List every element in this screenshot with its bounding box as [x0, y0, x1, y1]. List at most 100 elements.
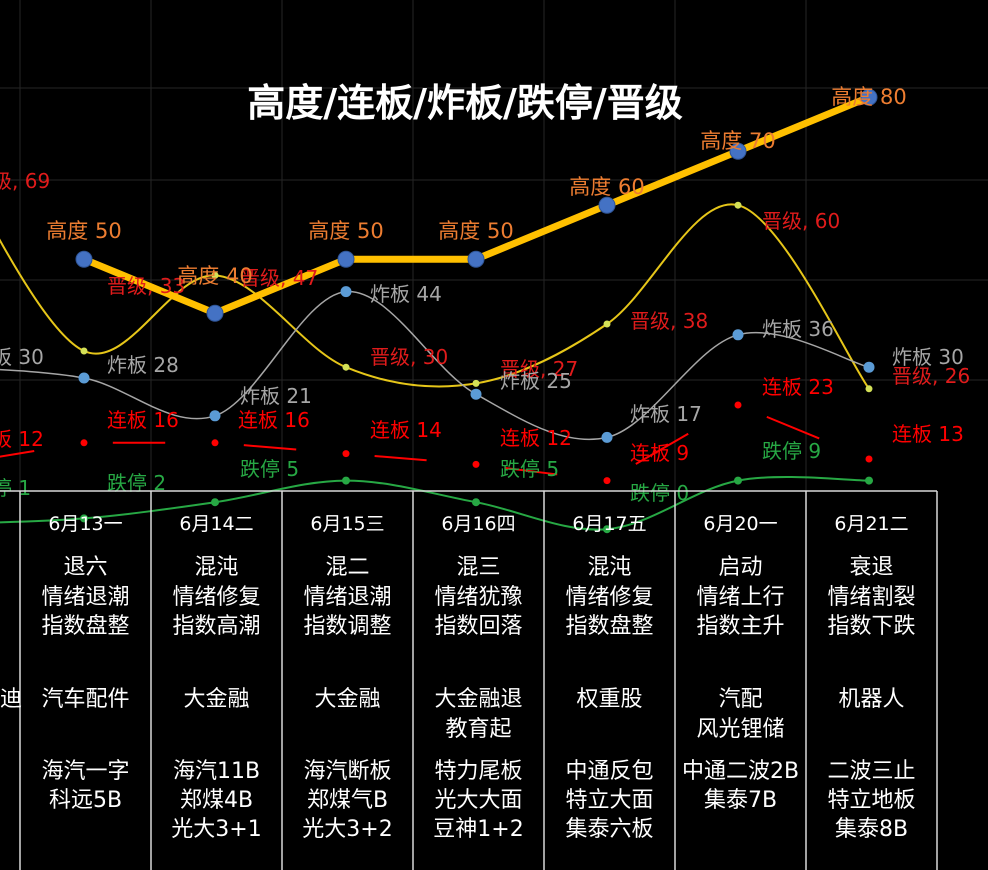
marker-promote: [865, 385, 873, 393]
table-cell-index: 指数盘整: [565, 614, 653, 639]
table-cell-stocks: 豆神1+2: [433, 817, 523, 842]
marker-limitdown: [472, 498, 480, 507]
marker-board: [80, 439, 88, 447]
table-cell-sector: 权重股: [576, 687, 642, 712]
data-label-limitdown: 跌停 9: [762, 439, 821, 463]
table-cell-stocks: 中通二波2B: [682, 759, 799, 784]
data-label-board: 连板 23: [762, 375, 834, 399]
data-label-board: 连板 12: [0, 427, 44, 451]
marker-height: [337, 250, 355, 268]
data-label-promote: 晋级, 27: [500, 357, 578, 381]
data-label-board: 连板 13: [892, 422, 964, 446]
data-label-bomb: 炸板 17: [630, 402, 702, 426]
marker-board: [734, 401, 742, 409]
table-cell-sector: 大金融: [183, 687, 249, 712]
data-label-bomb: 炸板 25: [500, 369, 572, 393]
table-cell-date: 6月17五: [572, 513, 646, 535]
data-label-board: 连板 14: [370, 418, 442, 442]
table-cell-mood: 情绪修复: [565, 585, 653, 610]
data-label-promote: 晋级, 26: [892, 364, 970, 388]
data-label-height: 高度 50: [438, 219, 513, 243]
series-line-board: [635, 432, 689, 465]
data-label-bomb: 炸板 30: [0, 345, 44, 369]
marker-bomb: [863, 361, 875, 373]
table-cell-index: 指数下跌: [827, 614, 915, 639]
table-cell-stocks: 特立大面: [565, 788, 653, 813]
table-cell-sector: 大金融: [314, 687, 380, 712]
marker-limitdown: [342, 476, 350, 485]
table-cell-phase: 衰退: [849, 555, 893, 580]
marker-height: [598, 196, 616, 214]
table-cell-date: 6月15三: [310, 513, 384, 535]
marker-promote: [734, 201, 742, 209]
table-cell-date: 6月20一: [703, 513, 777, 535]
marker-board: [865, 455, 873, 463]
table-cell-phase: 混三: [456, 555, 500, 580]
marker-bomb: [78, 372, 90, 384]
data-label-promote: 晋级, 60: [762, 209, 840, 233]
data-label-height: 高度 80: [831, 85, 906, 109]
data-label-board: 连板 16: [238, 408, 310, 432]
marker-board: [211, 439, 219, 447]
chart-title: 高度/连板/炸板/跌停/晋级: [247, 80, 683, 125]
data-label-promote: 晋级, 38: [630, 309, 708, 333]
table-cell-stocks: 海汽断板: [303, 759, 391, 784]
data-label-board: 连板 9: [630, 441, 689, 465]
table-cell-phase: 启动: [718, 555, 762, 580]
table-cell-stocks: 海汽11B: [173, 759, 260, 784]
marker-bomb: [340, 286, 352, 298]
table-cell-sector: 汽配: [718, 687, 762, 712]
table-cell-stocks: 集泰8B: [835, 817, 908, 842]
table-cell-stocks: 光大大面: [434, 788, 522, 813]
marker-limitdown: [211, 498, 219, 507]
marker-promote: [603, 320, 611, 328]
table-cell-index: 指数回落: [434, 614, 522, 639]
table-cell-sector: 风光锂储: [696, 717, 784, 742]
data-label-height: 高度 50: [46, 219, 121, 243]
series-line-board: [374, 454, 427, 462]
table-cell-sector: 迪: [0, 687, 22, 712]
data-label-promote: 晋级, 33: [107, 274, 185, 298]
table-cell-mood: 情绪退潮: [303, 585, 391, 610]
table-cell-phase: 混二: [325, 555, 369, 580]
table-cell-stocks: 中通反包: [565, 759, 653, 784]
data-label-bomb: 炸板 28: [107, 353, 179, 377]
data-label-bomb: 炸板 30: [892, 345, 964, 369]
series-line-board: [766, 415, 820, 440]
marker-board: [472, 460, 480, 468]
marker-bomb: [732, 329, 744, 341]
series-line-board: [504, 466, 558, 476]
series-line-board: [243, 444, 297, 451]
table-cell-date: 6月14二: [179, 513, 253, 535]
table-cell-stocks: 郑煤4B: [180, 788, 253, 813]
marker-board: [603, 477, 611, 485]
table-cell-stocks: 光大3+2: [302, 817, 392, 842]
table-cell-sector: 汽车配件: [41, 687, 129, 712]
data-label-limitdown: 跌停 1: [0, 476, 31, 500]
marker-limitdown: [865, 476, 873, 485]
data-label-bomb: 炸板 36: [762, 317, 834, 341]
data-label-height: 高度 40: [177, 264, 252, 288]
table-cell-stocks: 特力尾板: [434, 759, 522, 784]
table-cell-date: 6月16四: [441, 513, 515, 535]
table-cell-date: 6月21二: [834, 513, 908, 535]
table-cell-sector: 大金融退: [434, 687, 522, 712]
marker-height: [467, 250, 485, 268]
data-label-bomb: 炸板 21: [240, 384, 312, 408]
series-line-board: [0, 450, 35, 458]
table-cell-stocks: 特立地板: [827, 788, 915, 813]
data-label-height: 高度 60: [569, 175, 644, 199]
table-cell-mood: 情绪割裂: [827, 585, 915, 610]
data-label-limitdown: 跌停 5: [240, 457, 299, 481]
table-cell-sector: 机器人: [838, 687, 904, 712]
table-cell-phase: 混沌: [194, 555, 238, 580]
data-label-limitdown: 跌停 0: [630, 481, 689, 505]
marker-promote: [80, 347, 88, 355]
marker-promote: [211, 271, 219, 279]
data-label-promote: 晋级, 69: [0, 169, 50, 193]
table-cell-index: 指数高潮: [172, 614, 260, 639]
series-line-limitdown: [0, 476, 870, 531]
table-cell-sector: 教育起: [445, 717, 511, 742]
marker-bomb: [470, 388, 482, 400]
table-cell-stocks: 科远5B: [49, 788, 122, 813]
